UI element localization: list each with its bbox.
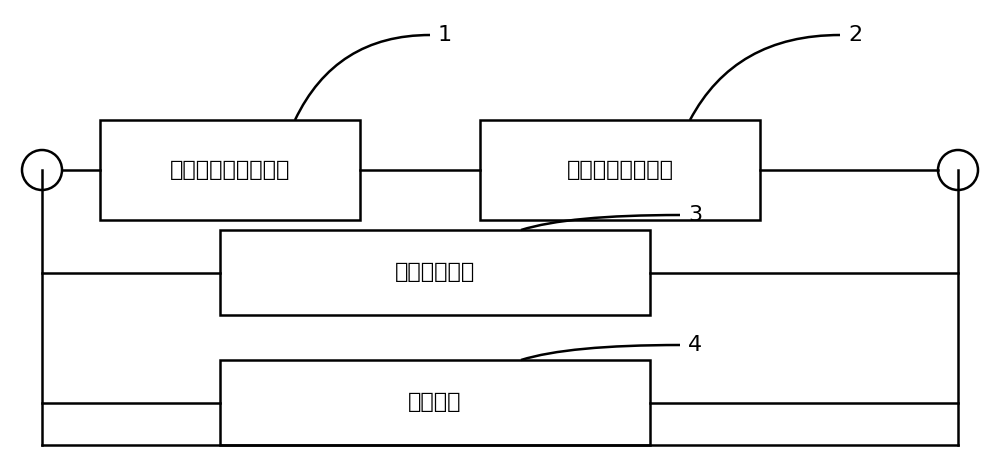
- Bar: [220, 230, 650, 315]
- Text: 4: 4: [688, 335, 702, 355]
- Text: 负载转换开关单元: 负载转换开关单元: [566, 160, 674, 180]
- Text: 电容换流单元: 电容换流单元: [395, 263, 475, 283]
- Bar: [480, 120, 760, 220]
- Text: 超快速机械开关单元: 超快速机械开关单元: [170, 160, 290, 180]
- Text: 吸能单元: 吸能单元: [408, 392, 462, 412]
- Bar: [100, 120, 360, 220]
- Bar: [220, 360, 650, 445]
- Text: 2: 2: [848, 25, 862, 45]
- Text: 3: 3: [688, 205, 702, 225]
- Text: 1: 1: [438, 25, 452, 45]
